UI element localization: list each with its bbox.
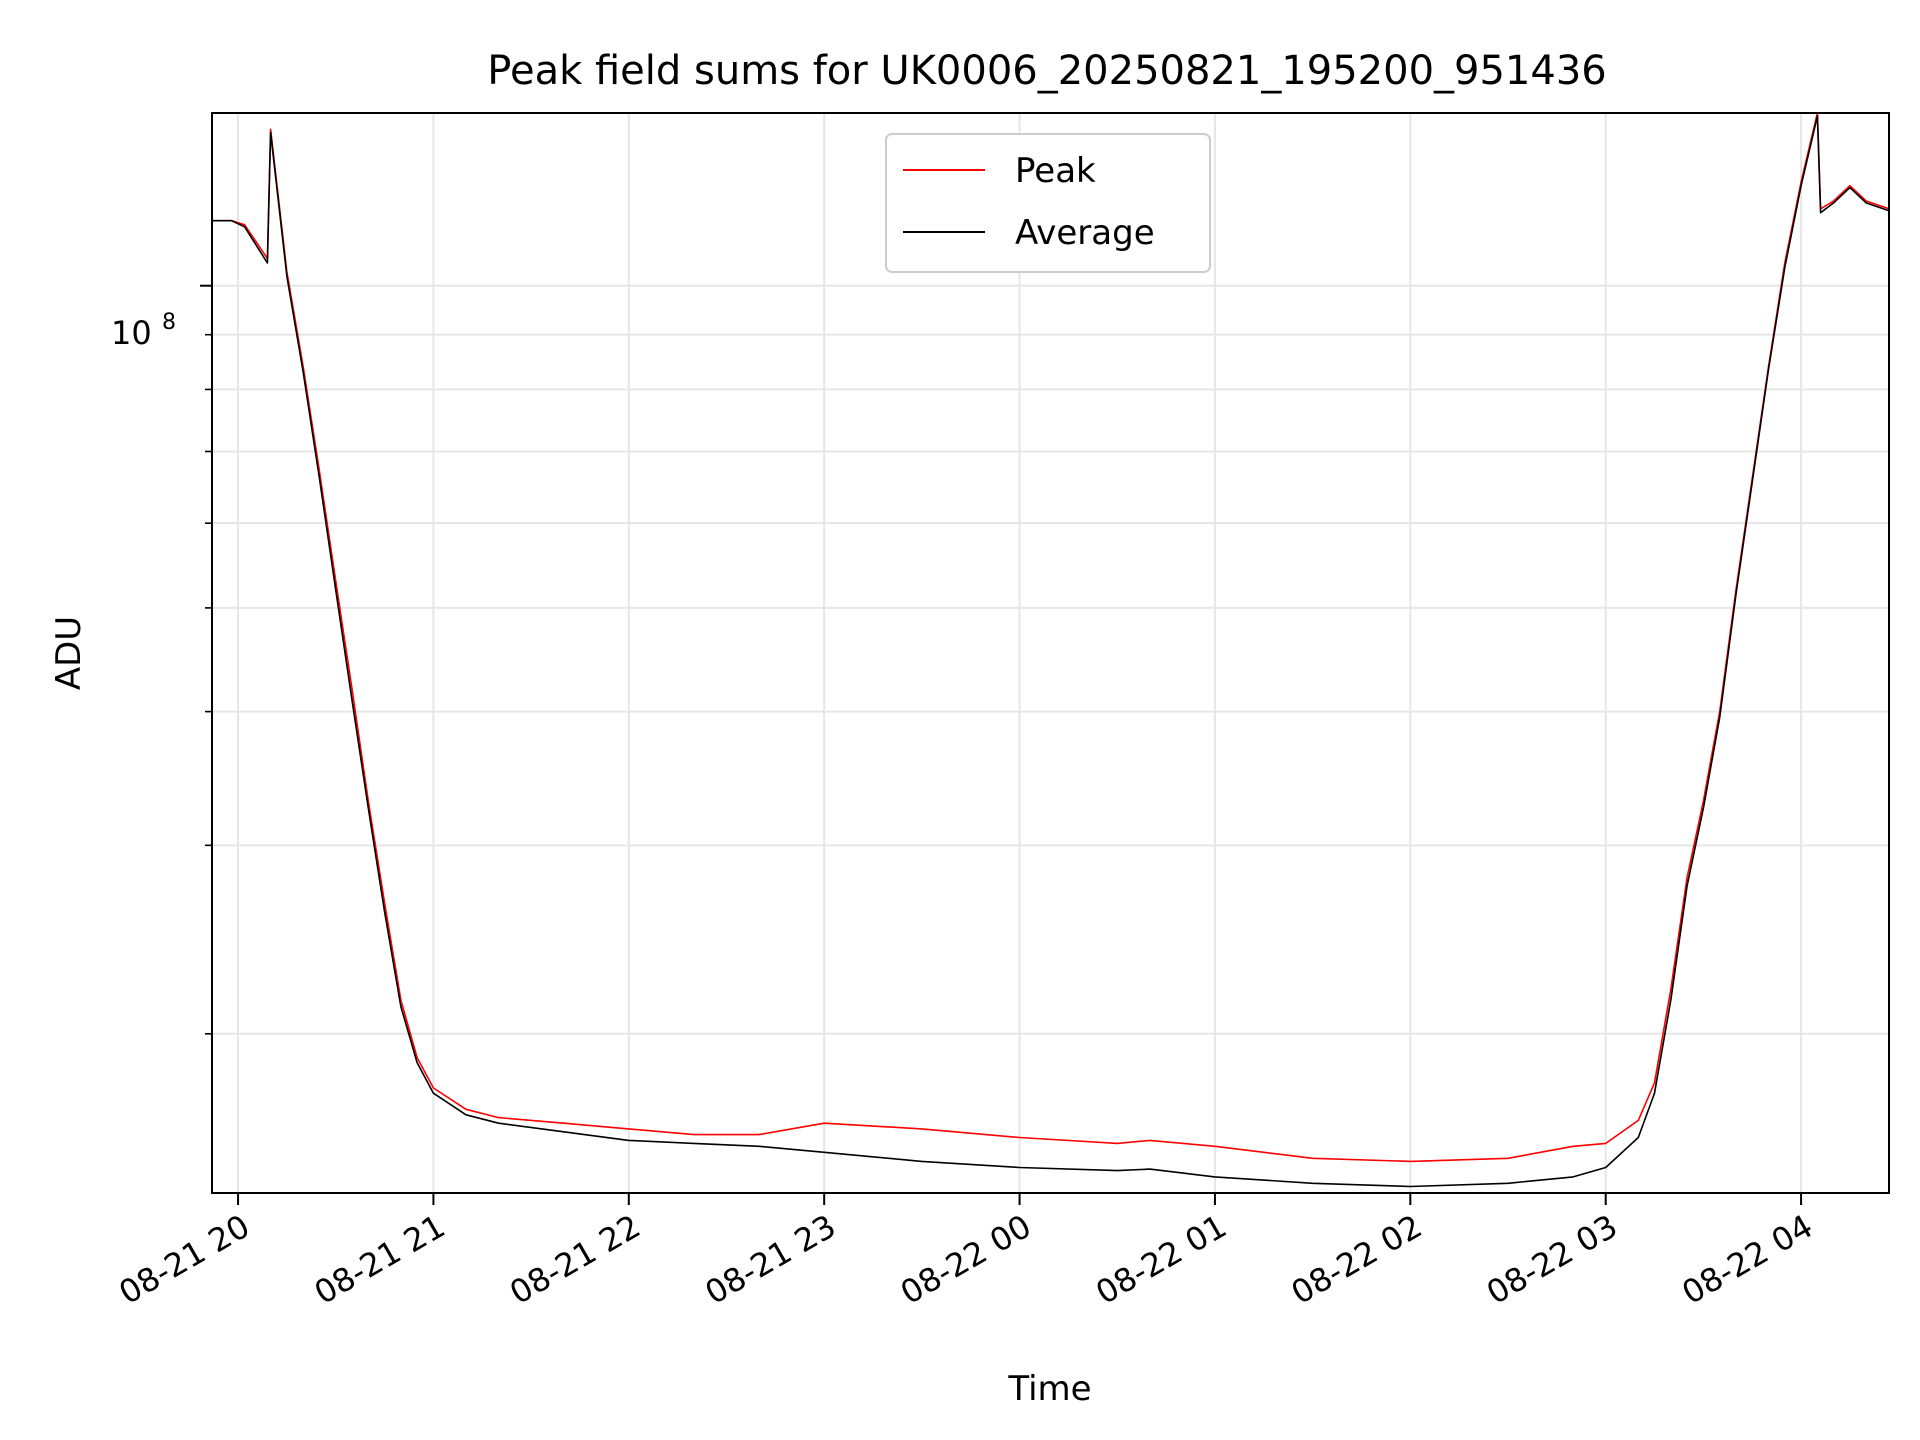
- x-axis-label: Time: [1007, 1369, 1091, 1409]
- chart-title: Peak field sums for UK0006_20250821_1952…: [487, 48, 1606, 94]
- plot-frame: [211, 112, 1890, 1194]
- y-tick-label-exponent: 8: [162, 310, 176, 335]
- grid: [212, 113, 1889, 1193]
- legend: Peak Average: [885, 133, 1211, 273]
- y-axis: 10 8: [111, 284, 212, 1035]
- legend-label-average: Average: [1015, 213, 1155, 253]
- series-layer: [212, 112, 1890, 1188]
- legend-label-peak: Peak: [1015, 151, 1096, 191]
- y-axis-label: ADU: [49, 616, 89, 690]
- legend-box: [885, 133, 1211, 273]
- y-tick-label-base: 10: [111, 314, 152, 352]
- series-line-average: [212, 115, 1890, 1188]
